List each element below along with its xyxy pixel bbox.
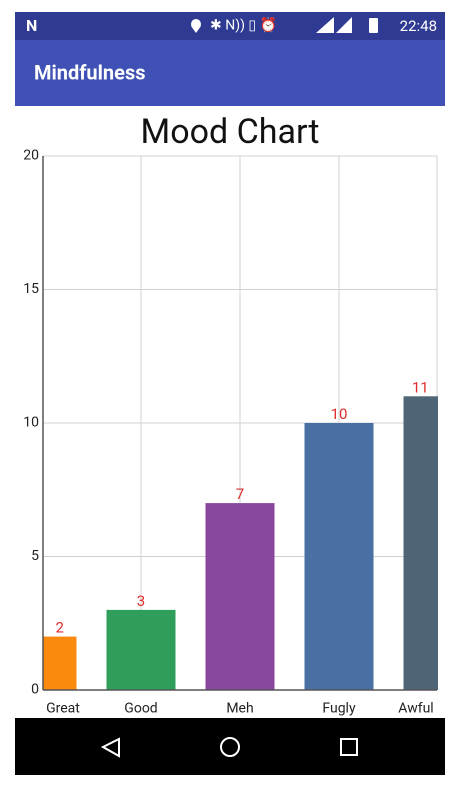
value-label: 7 [236, 485, 244, 503]
nav-bar [15, 718, 445, 775]
status-time: 22:48 [400, 17, 437, 35]
x-tick-label: Good [124, 701, 157, 717]
bars [8, 396, 467, 690]
bar [107, 610, 176, 690]
y-tick-label: 5 [31, 548, 39, 564]
y-tick-label: 10 [23, 415, 39, 431]
x-tick-label: Meh [226, 701, 253, 717]
bar [206, 503, 275, 690]
y-tick-label: 20 [23, 148, 39, 164]
value-label: 3 [137, 592, 145, 610]
chart-title: Mood Chart [141, 112, 320, 152]
bar [305, 423, 374, 690]
app-title: Mindfulness [34, 60, 145, 84]
y-tick-label: 0 [31, 682, 39, 698]
chart: 0 5 10 15 20 Great 2 Good 3 Meh 7 Fugly 10 Awful 11 [8, 148, 467, 717]
x-tick-label: Great [46, 701, 80, 717]
notification-icon: N [26, 16, 37, 35]
value-label: 10 [331, 405, 348, 423]
y-tick-label: 15 [23, 281, 39, 297]
value-label: 2 [56, 619, 64, 637]
x-tick-label: Awful [398, 701, 433, 717]
bar [8, 637, 77, 690]
svg-text:✱ N)) ▯ ⏰: ✱ N)) ▯ ⏰ [210, 16, 277, 34]
x-tick-label: Fugly [322, 701, 356, 717]
bar [404, 396, 467, 690]
value-label: 11 [412, 378, 429, 396]
